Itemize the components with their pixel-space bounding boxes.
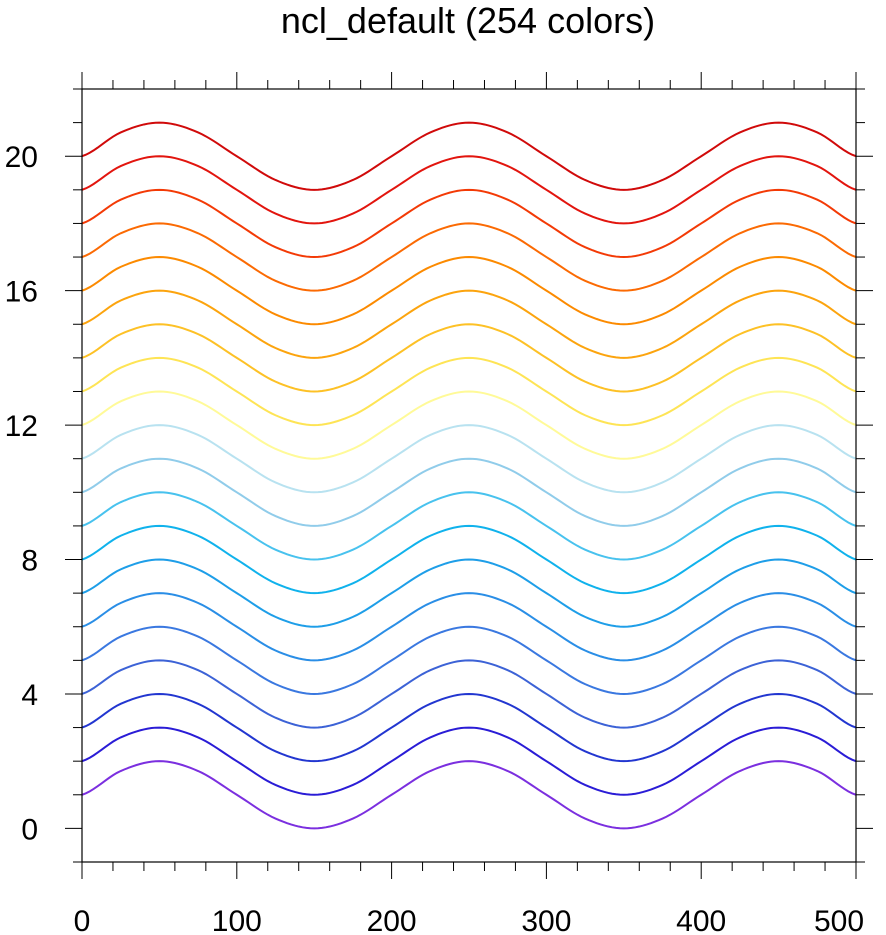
series-line-19 [81, 121, 857, 191]
series-line-2 [81, 692, 857, 763]
axis-ticks [65, 72, 873, 879]
series-line-17 [81, 188, 857, 259]
series-line-1 [81, 726, 857, 796]
y-tick-label: 0 [21, 813, 38, 846]
series-line-8 [81, 491, 857, 561]
series-line-16 [81, 222, 857, 292]
series-line-7 [81, 524, 857, 595]
x-tick-label: 0 [74, 905, 91, 935]
plot-frame [81, 88, 857, 863]
y-tick-label: 8 [21, 545, 38, 578]
series-line-5 [81, 592, 857, 662]
series-line-14 [81, 289, 857, 359]
series-line-12 [81, 356, 857, 427]
y-tick-label: 4 [21, 679, 38, 712]
x-tick-label: 100 [212, 905, 262, 935]
series-line-13 [81, 323, 857, 393]
x-tick-label: 500 [814, 905, 864, 935]
chart-title: ncl_default (254 colors) [281, 0, 655, 41]
series-line-11 [81, 390, 857, 460]
series-group [81, 121, 857, 830]
x-tick-label: 200 [367, 905, 417, 935]
y-tick-label: 16 [5, 276, 38, 309]
series-line-9 [81, 457, 857, 527]
x-tick-label: 300 [521, 905, 571, 935]
series-line-15 [81, 256, 857, 326]
series-line-6 [81, 558, 857, 628]
series-line-18 [81, 155, 857, 225]
series-line-4 [81, 625, 857, 695]
y-tick-label: 12 [5, 410, 38, 443]
tick-labels: 0 100 200 300 400 500 0 4 8 12 16 20 [5, 141, 864, 935]
x-tick-label: 400 [676, 905, 726, 935]
series-line-10 [81, 424, 857, 494]
series-line-3 [81, 659, 857, 729]
series-line-0 [81, 760, 857, 830]
y-tick-label: 20 [5, 141, 38, 174]
